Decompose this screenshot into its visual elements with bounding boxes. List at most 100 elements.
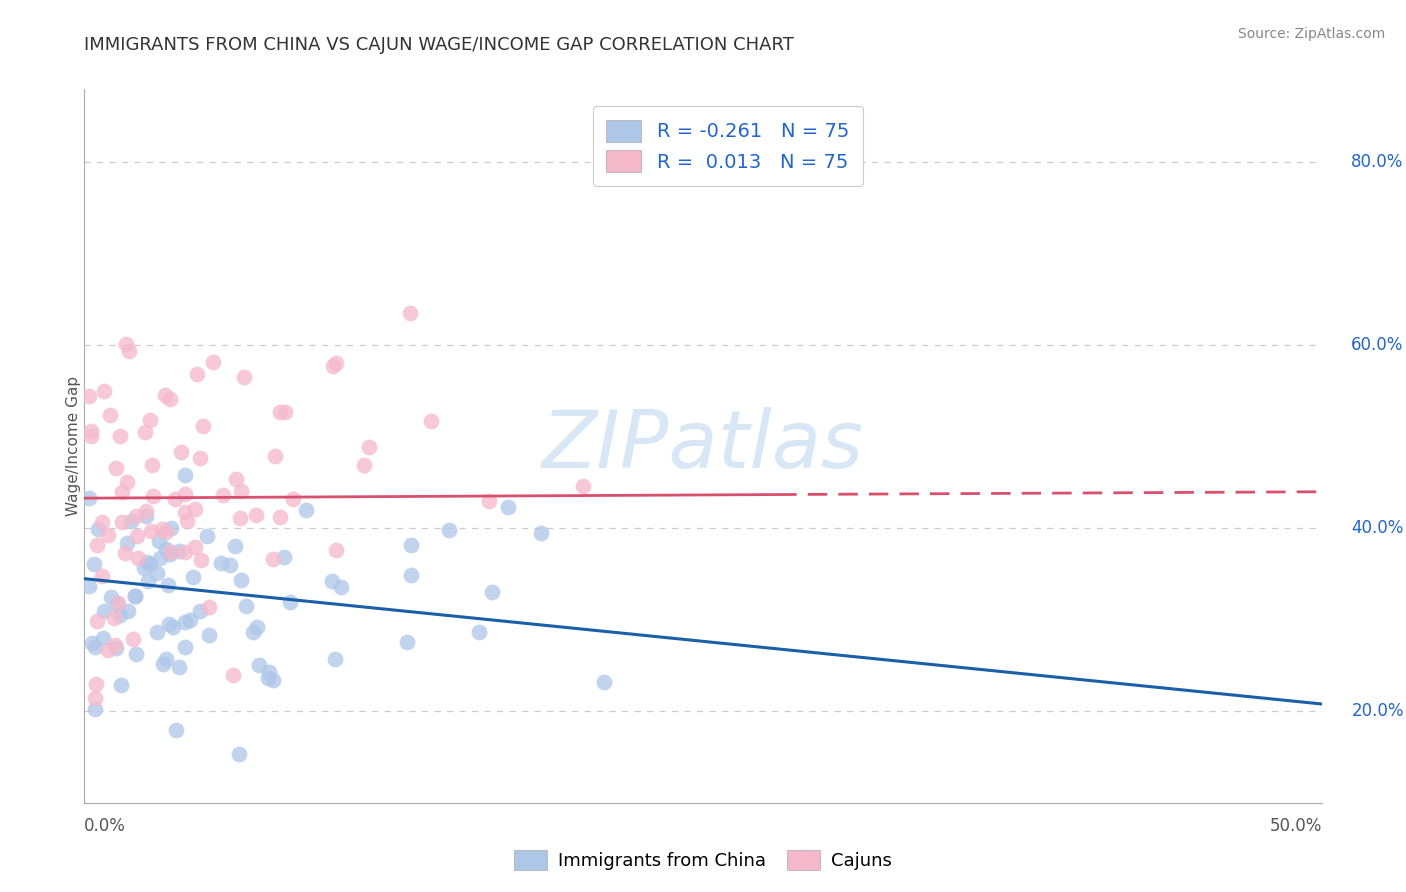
Point [229, 483, 252, 498]
Point [167, 659, 190, 673]
Point [209, 557, 232, 571]
Point [273, 550, 295, 565]
Point [104, 640, 127, 655]
Point [141, 524, 163, 538]
Point [93, 384, 115, 399]
Point [80, 424, 103, 438]
Point [125, 508, 148, 523]
Point [127, 529, 149, 543]
Point [173, 545, 195, 559]
Point [269, 405, 291, 419]
Text: ZIPatlas: ZIPatlas [541, 407, 865, 485]
Point [86, 522, 108, 536]
Text: 0.0%: 0.0% [84, 816, 127, 835]
Point [114, 546, 136, 560]
Point [198, 628, 221, 642]
Point [124, 589, 146, 603]
Point [152, 657, 174, 671]
Point [155, 524, 177, 539]
Point [330, 580, 353, 594]
Point [135, 509, 157, 524]
Point [219, 558, 242, 572]
Point [263, 449, 285, 463]
Point [155, 542, 177, 557]
Point [150, 522, 173, 536]
Point [124, 589, 146, 603]
Point [156, 578, 179, 592]
Point [174, 486, 197, 500]
Point [232, 370, 254, 384]
Point [468, 624, 491, 639]
Point [155, 652, 177, 666]
Point [165, 492, 187, 507]
Point [401, 568, 423, 582]
Point [127, 551, 149, 566]
Point [257, 665, 280, 679]
Point [262, 673, 284, 687]
Point [93, 631, 115, 645]
Point [186, 368, 208, 382]
Point [283, 492, 305, 507]
Point [142, 489, 165, 503]
Point [242, 624, 264, 639]
Point [170, 444, 193, 458]
Point [110, 678, 132, 692]
Point [153, 388, 176, 402]
Point [120, 514, 142, 528]
Point [97, 642, 120, 657]
Text: IMMIGRANTS FROM CHINA VS CAJUN WAGE/INCOME GAP CORRELATION CHART: IMMIGRANTS FROM CHINA VS CAJUN WAGE/INCO… [84, 36, 794, 54]
Point [197, 599, 219, 614]
Point [124, 647, 146, 661]
Point [188, 450, 211, 465]
Point [159, 547, 181, 561]
Point [79, 579, 101, 593]
Point [159, 392, 181, 406]
Point [437, 523, 460, 537]
Point [167, 543, 190, 558]
Point [114, 337, 136, 351]
Text: Source: ZipAtlas.com: Source: ZipAtlas.com [1237, 27, 1385, 41]
Point [80, 429, 103, 443]
Point [91, 569, 114, 583]
Point [174, 640, 197, 654]
Point [84, 690, 107, 705]
Point [529, 526, 551, 541]
Point [107, 596, 129, 610]
Point [132, 561, 155, 575]
Point [246, 620, 269, 634]
Point [190, 553, 212, 567]
Point [174, 615, 197, 630]
Point [90, 515, 112, 529]
Point [111, 515, 134, 529]
Text: 40.0%: 40.0% [1351, 519, 1403, 537]
Point [183, 540, 205, 554]
Point [115, 535, 138, 549]
Point [212, 488, 235, 502]
Point [86, 615, 108, 629]
Point [181, 570, 204, 584]
Point [359, 440, 381, 454]
Point [149, 550, 172, 565]
Point [322, 359, 344, 373]
Point [572, 478, 595, 492]
Text: 20.0%: 20.0% [1351, 702, 1403, 721]
Point [228, 747, 250, 762]
Point [110, 428, 132, 442]
Point [184, 502, 207, 516]
Point [247, 657, 270, 672]
Point [160, 521, 183, 535]
Point [174, 505, 197, 519]
Point [325, 542, 347, 557]
Text: 50.0%: 50.0% [1270, 816, 1322, 835]
Point [235, 599, 257, 613]
Point [353, 458, 375, 473]
Point [117, 604, 139, 618]
Point [325, 356, 347, 370]
Point [323, 652, 346, 666]
Point [262, 552, 284, 566]
Point [295, 502, 318, 516]
Point [111, 484, 134, 499]
Point [139, 413, 162, 427]
Point [245, 508, 267, 522]
Point [136, 555, 159, 569]
